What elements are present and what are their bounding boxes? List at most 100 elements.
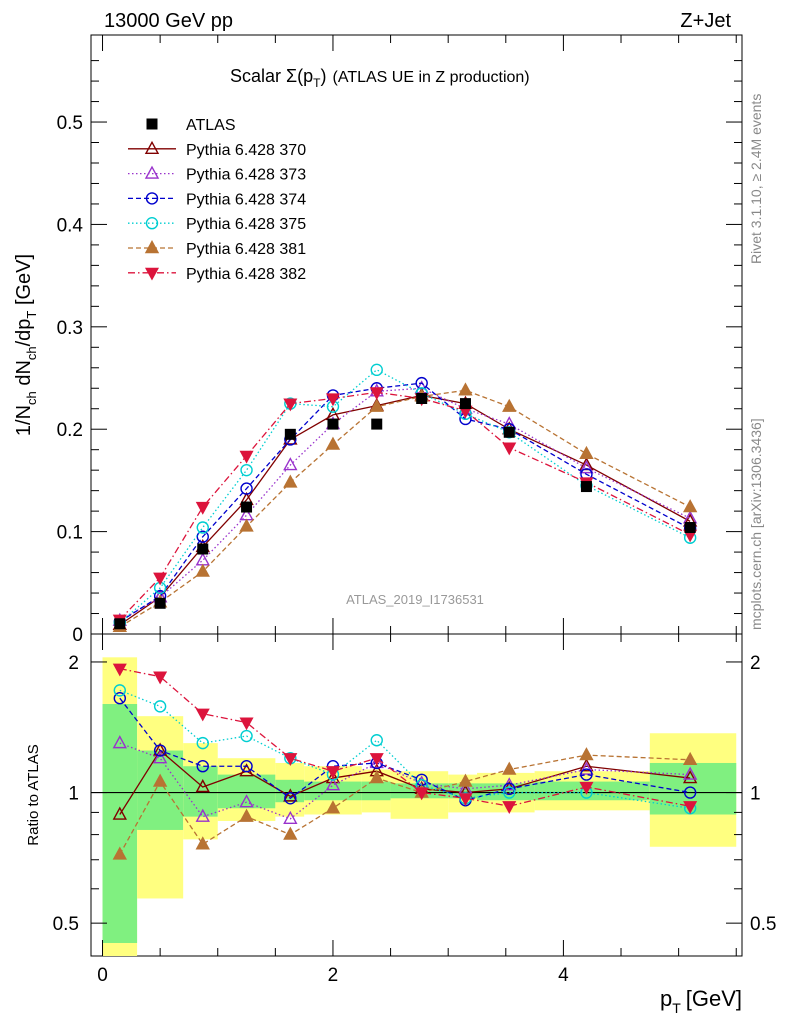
series-line-pythia-6-428-373: [119, 387, 691, 622]
ratio-point-pythia-6-428-382: [369, 753, 384, 766]
ratio-series-pythia-6-428-382: [112, 663, 698, 814]
series-line-pythia-6-428-382: [119, 391, 691, 621]
legend-label: Pythia 6.428 381: [186, 241, 306, 258]
series-line-pythia-6-428-370: [119, 394, 691, 626]
ratio-point-pythia-6-428-382: [195, 708, 210, 722]
ratio-point-pythia-6-428-381: [325, 800, 341, 814]
ratio-series-pythia-6-428-381: [112, 747, 698, 860]
legend-item: Pythia 6.428 373: [128, 165, 306, 184]
main-plot-frame: [90, 34, 743, 635]
ratio-y-axis-label: Ratio to ATLAS: [25, 744, 42, 845]
y-tick-label: 0.4: [57, 215, 84, 236]
plot-title-rest: (ATLAS UE in Z production): [333, 69, 530, 86]
ratio-point-pythia-6-428-374: [196, 760, 209, 773]
ratio-plot-frame: [90, 633, 743, 957]
ratio-point-pythia-6-428-381: [152, 773, 168, 787]
y-label-part-c: dN: [13, 360, 35, 391]
legend-label: Pythia 6.428 374: [186, 191, 306, 208]
point-pythia-6-428-381: [682, 499, 698, 513]
ratio-point-pythia-6-428-382: [112, 663, 127, 677]
ratio-point-pythia-6-428-375: [240, 729, 253, 743]
ratio-point-pythia-6-428-370: [152, 742, 168, 756]
legend-item: Pythia 6.428 381: [128, 240, 306, 258]
ratio-band-green: [304, 781, 362, 801]
point-atlas: [371, 418, 383, 430]
ratio-point-pythia-6-428-375: [153, 700, 167, 713]
point-pythia-6-428-374: [196, 530, 209, 543]
y-tick-label: 0: [72, 625, 83, 646]
ratio-point-pythia-6-428-381: [112, 846, 127, 860]
ratio-point-pythia-6-428-374: [683, 786, 697, 799]
energy-label: 13000 GeV pp: [104, 10, 233, 32]
ratio-line-pythia-6-428-382: [119, 668, 691, 807]
legend-marker: [145, 216, 159, 230]
legend-item: Pythia 6.428 374: [128, 191, 306, 208]
ratio-y-tick-label: 2: [68, 653, 79, 674]
legend-marker: [144, 267, 160, 281]
y-tick-label: 0.2: [57, 420, 83, 441]
ratio-line-pythia-6-428-375: [119, 689, 691, 809]
ratio-point-pythia-6-428-373: [152, 750, 168, 764]
ratio-axis-ticks: 0.5 0.5 1 1 2 2 0 2 4: [53, 634, 776, 986]
point-pythia-6-428-381: [502, 398, 517, 412]
series-atlas-data: [114, 392, 696, 630]
ratio-band-green: [476, 783, 535, 801]
ratio-point-pythia-6-428-373: [283, 810, 298, 824]
x-label-unit: [GeV]: [686, 986, 742, 1011]
ratio-point-pythia-6-428-382: [579, 781, 594, 795]
ratio-point-pythia-6-428-381: [239, 808, 254, 822]
legend-item: ATLAS: [146, 117, 236, 134]
ratio-point-pythia-6-428-370: [325, 770, 341, 784]
legend-item: Pythia 6.428 370: [128, 140, 306, 159]
y-tick-label: 0.5: [57, 113, 83, 134]
ratio-point-pythia-6-428-382: [683, 801, 698, 814]
point-atlas: [284, 428, 296, 440]
legend-item: Pythia 6.428 382: [128, 266, 306, 283]
ratio-point-pythia-6-428-374: [113, 692, 127, 705]
point-atlas: [684, 522, 696, 534]
legend-marker: [146, 118, 158, 130]
point-atlas: [503, 426, 515, 438]
x-label-sub: T: [672, 1000, 681, 1016]
y-label-part-b: ch: [24, 391, 39, 405]
point-pythia-6-428-382: [239, 450, 254, 464]
x-tick-label: 4: [558, 965, 569, 986]
point-atlas: [459, 398, 471, 410]
x-tick-label: 0: [97, 965, 108, 986]
ratio-point-pythia-6-428-381: [682, 751, 698, 765]
point-pythia-6-428-381: [239, 518, 254, 532]
ratio-band-green: [217, 774, 276, 809]
y-label-part-g: [GeV]: [13, 254, 35, 311]
x-label-main: p: [660, 986, 672, 1011]
y-label-part-d: ch: [24, 346, 39, 360]
ratio-point-pythia-6-428-373: [112, 735, 127, 749]
point-atlas: [197, 543, 209, 555]
ratio-series-layer: [112, 663, 698, 860]
point-atlas: [114, 618, 126, 630]
ratio-y-tick-label-right: 1: [750, 784, 761, 805]
point-pythia-6-428-375: [196, 521, 209, 534]
ratio-point-pythia-6-428-381: [502, 761, 517, 775]
point-pythia-6-428-382: [283, 398, 298, 412]
ratio-point-pythia-6-428-373: [579, 761, 594, 775]
y-label-part-f: T: [24, 311, 39, 319]
ratio-point-pythia-6-428-382: [502, 801, 517, 814]
ratio-band-green: [361, 781, 391, 801]
ratio-point-pythia-6-428-373: [682, 766, 698, 780]
point-pythia-6-428-381: [325, 436, 341, 450]
x-tick-label: 2: [328, 965, 339, 986]
ratio-point-pythia-6-428-382: [239, 717, 254, 731]
point-pythia-6-428-381: [283, 474, 298, 488]
legend-label: Pythia 6.428 382: [186, 266, 306, 283]
plot-title-close: ): [321, 66, 327, 86]
point-pythia-6-428-382: [369, 387, 384, 401]
main-series-layer: [112, 363, 698, 633]
point-atlas: [580, 481, 592, 493]
ratio-point-pythia-6-428-381: [458, 773, 473, 787]
ratio-line-pythia-6-428-370: [119, 749, 691, 815]
ratio-point-pythia-6-428-373: [195, 808, 210, 822]
ratio-point-pythia-6-428-373: [239, 794, 254, 808]
point-pythia-6-428-375: [370, 363, 383, 377]
ratio-point-pythia-6-428-370: [195, 779, 210, 793]
